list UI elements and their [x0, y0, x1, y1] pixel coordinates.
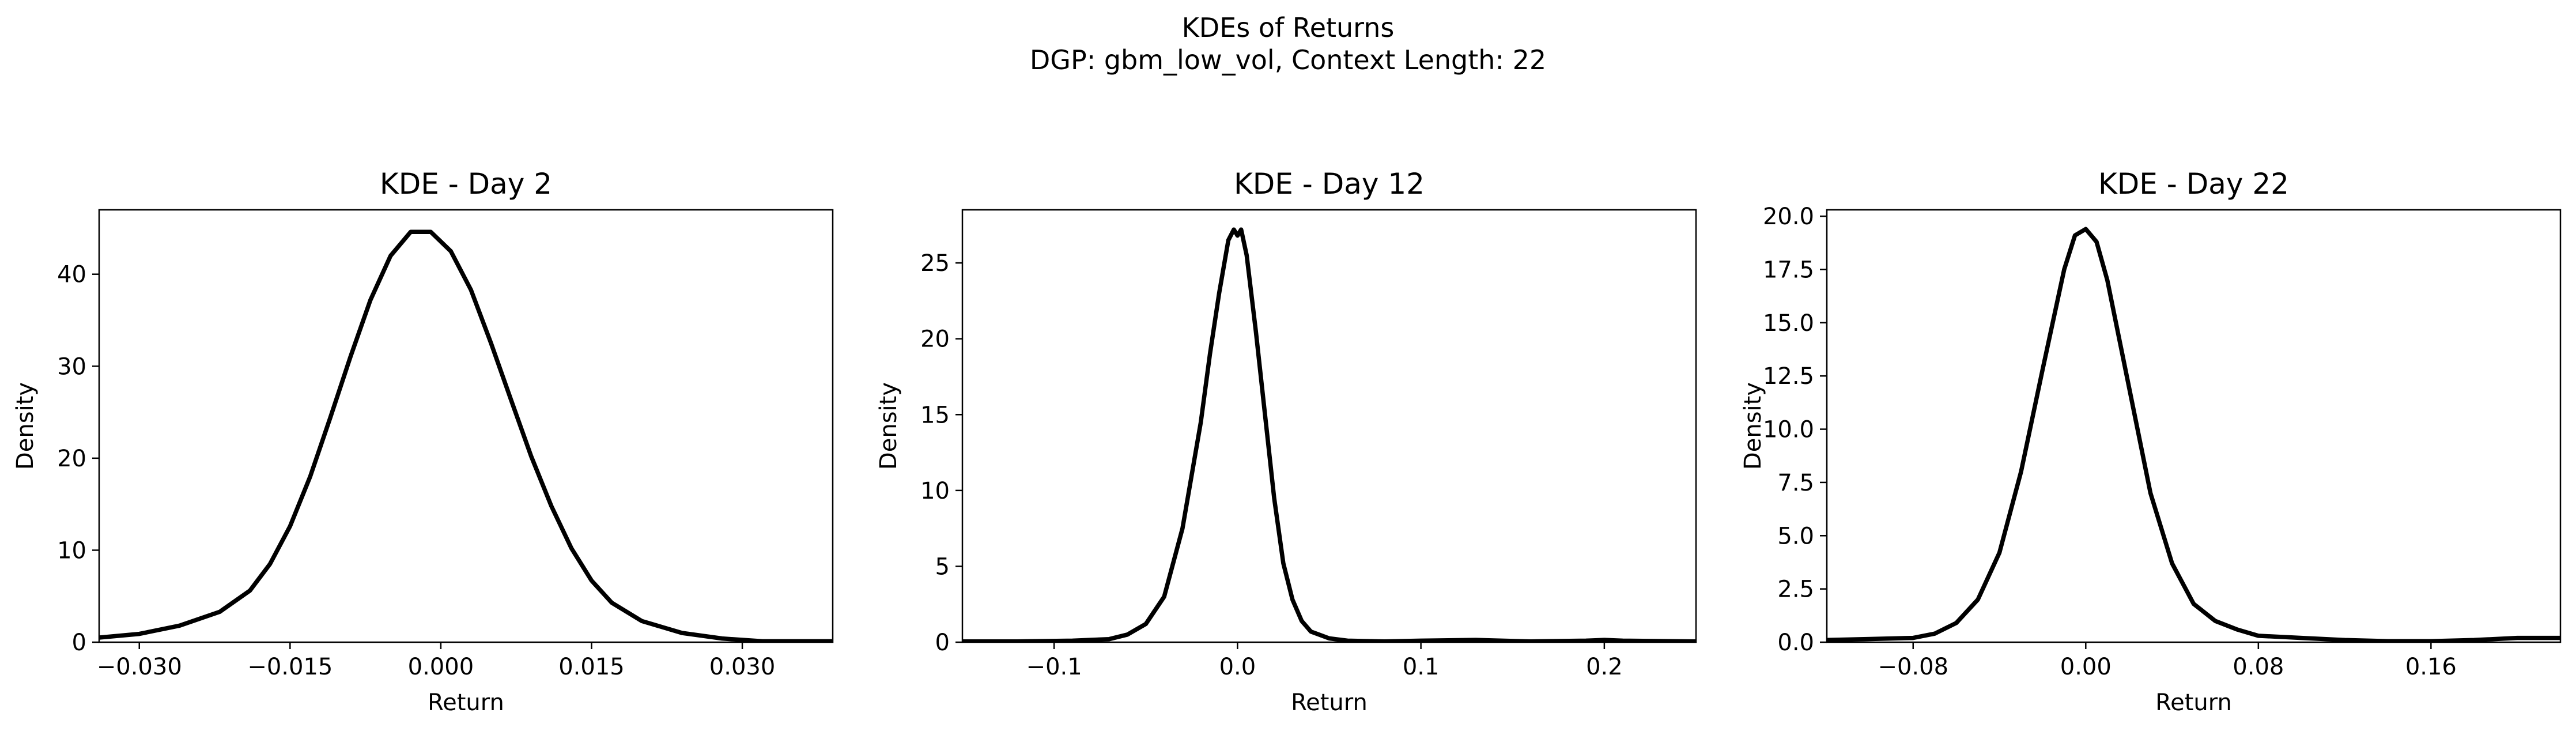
- figure-suptitle-line1: KDEs of Returns: [1182, 12, 1395, 43]
- x-tick-label-3-2: 0.08: [2233, 654, 2284, 680]
- y-tick-label-3-6: 15.0: [1763, 310, 1814, 337]
- y-tick-label-3-4: 10.0: [1763, 417, 1814, 443]
- y-tick-label-1-2: 20: [57, 446, 86, 472]
- y-tick-label-3-7: 17.5: [1763, 257, 1814, 283]
- panel-title-3: KDE - Day 22: [2098, 167, 2289, 201]
- y-tick-label-1-4: 40: [57, 262, 86, 288]
- y-tick-label-3-0: 0.0: [1777, 630, 1814, 656]
- y-tick-label-2-3: 15: [920, 402, 950, 428]
- kde-panel-1: KDE - Day 2 −0.030 −0.015 0.000 0.015 0.030 0 1…: [12, 167, 834, 716]
- x-tick-label-2-0: −0.1: [1026, 654, 1082, 680]
- kde-panel-3: KDE - Day 22 −0.08 0.00 0.08 0.16 0.0 2.5 5.0 7.…: [1740, 167, 2562, 716]
- y-tick-label-3-5: 12.5: [1763, 363, 1814, 390]
- y-tick-label-3-3: 7.5: [1777, 470, 1814, 496]
- y-tick-label-2-5: 25: [920, 250, 950, 277]
- y-tick-label-1-1: 10: [57, 537, 86, 564]
- x-tick-label-2-3: 0.2: [1586, 654, 1623, 680]
- x-tick-label-2-1: 0.0: [1219, 654, 1256, 680]
- x-axis-label-1: Return: [428, 689, 504, 716]
- x-tick-label-3-1: 0.00: [2060, 654, 2112, 680]
- kde-curve-1: [99, 229, 833, 642]
- kde-panels: KDE - Day 2−0.030 −0.015 0.000 0.015 0.03001…: [12, 167, 2562, 716]
- x-tick-label-1-1: −0.015: [247, 654, 333, 680]
- y-axis-label-2: Density: [875, 382, 902, 470]
- kde-panel-2: KDE - Day 12 −0.1 0.0 0.1 0.2 0 5 10 15 20 25 Retur…: [875, 167, 1697, 716]
- y-tick-label-2-1: 5: [935, 553, 950, 580]
- y-tick-label-2-0: 0: [935, 630, 950, 656]
- x-tick-label-3-3: 0.16: [2405, 654, 2457, 680]
- axes-frame-2: [961, 209, 1697, 643]
- y-axis-label-1: Density: [12, 382, 39, 470]
- y-tick-label-3-2: 5.0: [1777, 523, 1814, 549]
- y-axis-label-3: Density: [1740, 382, 1766, 470]
- axes-frame-1: [98, 209, 834, 643]
- x-tick-label-3-0: −0.08: [1878, 654, 1948, 680]
- y-tick-label-3-1: 2.5: [1777, 576, 1814, 603]
- kde-curve-2: [962, 227, 1696, 642]
- y-tick-label-3-8: 20.0: [1763, 203, 1814, 230]
- figure-suptitle-line2: DGP: gbm_low_vol, Context Length: 22: [1030, 44, 1546, 76]
- x-tick-label-1-3: 0.015: [558, 654, 625, 680]
- x-tick-label-2-2: 0.1: [1403, 654, 1440, 680]
- x-tick-label-1-0: −0.030: [97, 654, 182, 680]
- y-tick-label-1-0: 0: [72, 630, 86, 656]
- panel-title-2: KDE - Day 12: [1234, 167, 1425, 201]
- x-axis-label-2: Return: [1291, 689, 1368, 716]
- axes-frame-3: [1826, 209, 2562, 643]
- x-tick-label-1-2: 0.000: [408, 654, 474, 680]
- y-tick-label-2-2: 10: [920, 478, 950, 504]
- panel-title-1: KDE - Day 2: [380, 167, 552, 201]
- y-tick-label-1-3: 30: [57, 353, 86, 380]
- x-axis-label-3: Return: [2155, 689, 2232, 716]
- kde-curve-3: [1827, 227, 2560, 642]
- x-tick-label-1-4: 0.030: [709, 654, 776, 680]
- y-tick-label-2-4: 20: [920, 326, 950, 353]
